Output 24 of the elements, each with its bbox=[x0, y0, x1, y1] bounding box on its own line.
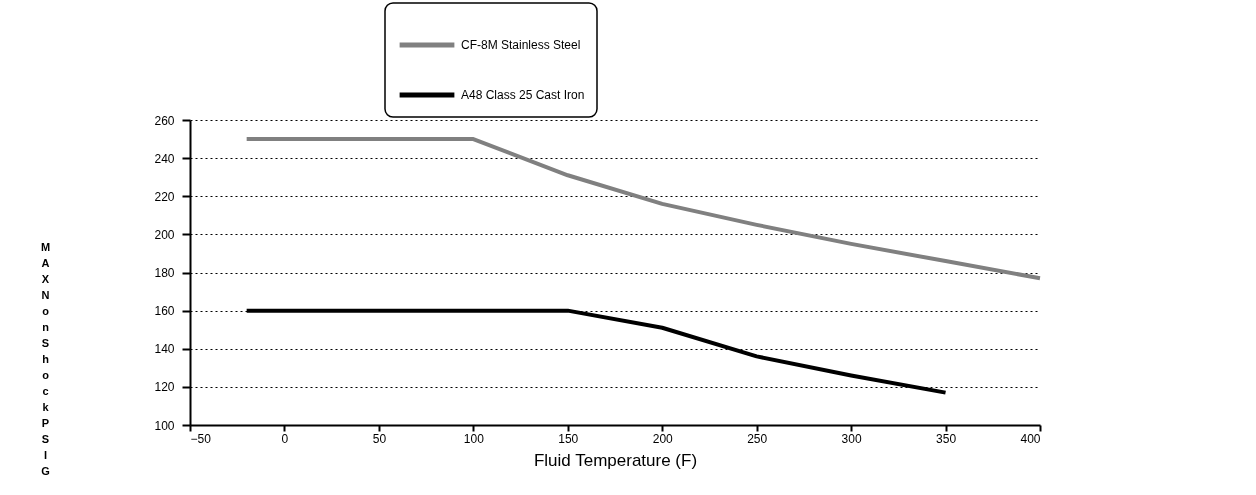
legend-label: A48 Class 25 Cast Iron bbox=[461, 88, 585, 102]
x-tick-label: 350 bbox=[936, 431, 957, 446]
y-tick-label: 220 bbox=[154, 189, 175, 204]
x-tick-label: 0 bbox=[281, 431, 289, 446]
x-tick-label: 250 bbox=[747, 431, 768, 446]
y-tick-label: 100 bbox=[154, 418, 175, 433]
line-series bbox=[244, 137, 1042, 281]
y-tick-label: 120 bbox=[154, 380, 175, 395]
y-tick-label: 160 bbox=[154, 304, 175, 319]
x-tick-label: 400 bbox=[1020, 431, 1041, 446]
legend-label: CF-8M Stainless Steel bbox=[461, 38, 581, 52]
x-tick-label: 300 bbox=[841, 431, 862, 446]
x-tick-label: 100 bbox=[463, 431, 485, 446]
y-tick-label: 200 bbox=[154, 227, 175, 242]
x-axis-title: Fluid Temperature (F) bbox=[533, 450, 698, 470]
text: MAX Non Shock PSIG bbox=[40, 240, 51, 477]
x-tick-label: −50 bbox=[190, 431, 212, 446]
y-tick-label: 240 bbox=[154, 151, 175, 166]
x-tick-label: 150 bbox=[558, 431, 579, 446]
x-tick-label: 50 bbox=[372, 431, 387, 446]
y-tick-label: 260 bbox=[154, 113, 175, 128]
x-tick-label: 200 bbox=[652, 431, 674, 446]
y-tick-label: 180 bbox=[154, 266, 175, 280]
y-tick-label: 140 bbox=[154, 342, 175, 357]
